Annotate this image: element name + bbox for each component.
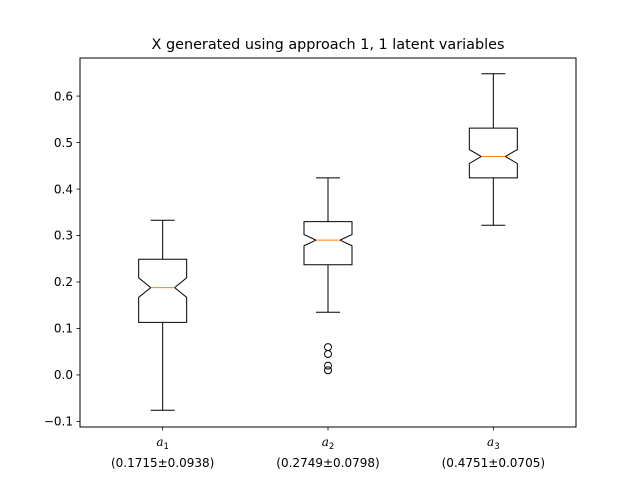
notched-box [138,258,188,323]
y-tick-label: 0.2 [54,275,73,289]
y-tick-label: 0.4 [54,182,73,196]
x-tick-label-subscript: 3 [494,442,499,452]
y-tick-label: 0.3 [54,229,73,243]
x-tick-label-subscript: 2 [329,442,334,452]
outlier-point [324,361,332,370]
x-tick-label-subscript: 1 [164,442,169,452]
box-group-1 [138,219,188,411]
x-tick-label-2: a2 [322,435,335,452]
x-tick-label-1: a1 [156,435,169,452]
outlier-point [324,350,332,359]
plot-area [138,73,518,411]
y-tick-label: 0.0 [54,368,73,382]
y-tick-label: −0.1 [44,415,73,429]
x-tick-label-3: a3 [487,435,500,452]
y-tick-label: 0.1 [54,322,73,336]
y-tick-label: 0.6 [54,89,73,103]
x-axis: a1(0.1715±0.0938)a2(0.2749±0.0798)a3(0.4… [111,427,545,470]
y-axis: −0.1 0.0 0.1 0.2 0.3 0.4 0.5 0.6 [44,89,80,429]
box-group-3 [468,73,518,226]
x-tick-stats-2: (0.2749±0.0798) [276,456,379,470]
y-tick-label: 0.5 [54,136,73,150]
notched-box [303,221,353,266]
box-group-2 [303,177,353,375]
chart-title: X generated using approach 1, 1 latent v… [152,37,505,53]
outlier-point [324,366,332,375]
x-tick-label-symbol: a [487,435,494,449]
x-tick-stats-1: (0.1715±0.0938) [111,456,214,470]
x-tick-label-symbol: a [322,435,329,449]
notched-box [468,127,518,179]
x-tick-stats-3: (0.4751±0.0705) [442,456,545,470]
x-tick-label-symbol: a [156,435,163,449]
